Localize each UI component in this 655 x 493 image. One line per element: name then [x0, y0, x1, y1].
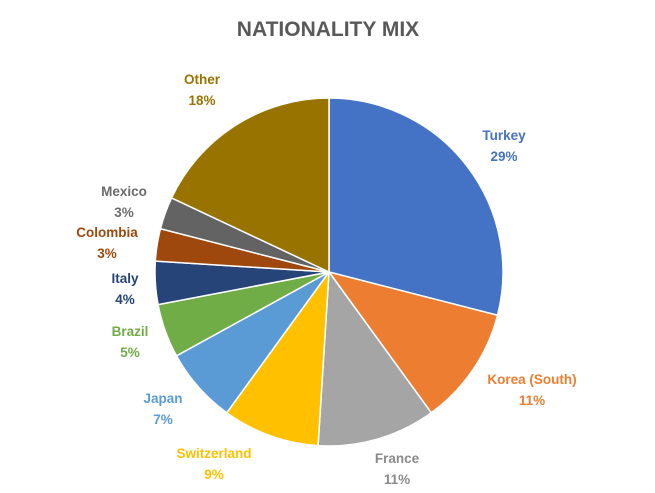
chart-title: NATIONALITY MIX: [237, 18, 419, 41]
pie-slice-other: [170, 97, 330, 274]
slice-value-switzerland: 9%: [204, 467, 224, 482]
slice-label-turkey: Turkey: [482, 128, 526, 143]
pie-labels: Turkey 29% Korea (South) 11% France 11% Switze…: [76, 72, 576, 487]
slice-label-mexico: Mexico: [101, 184, 147, 199]
slice-label-brazil: Brazil: [112, 324, 149, 339]
pie-slice-france: [317, 269, 433, 447]
slice-value-brazil: 5%: [120, 345, 140, 360]
pie-slices: [154, 97, 504, 447]
slice-value-japan: 7%: [153, 412, 173, 427]
slice-value-colombia: 3%: [97, 246, 117, 261]
pie-slice-switzerland: [225, 269, 330, 447]
slice-label-france: France: [375, 451, 420, 466]
slice-label-korea-south: Korea (South): [487, 372, 576, 387]
slice-label-japan: Japan: [143, 391, 182, 406]
slice-value-turkey: 29%: [490, 149, 517, 164]
slice-value-italy: 4%: [115, 292, 135, 307]
slice-value-mexico: 3%: [114, 205, 134, 220]
slice-label-other: Other: [184, 72, 221, 87]
slice-label-italy: Italy: [111, 271, 139, 286]
slice-label-switzerland: Switzerland: [176, 446, 251, 461]
slice-value-france: 11%: [384, 472, 410, 487]
pie-slice-turkey: [328, 97, 504, 317]
pie-slice-korea-south: [327, 270, 499, 414]
slice-label-colombia: Colombia: [76, 225, 138, 240]
slice-value-other: 18%: [188, 93, 215, 108]
slice-value-korea-south: 11%: [519, 393, 545, 408]
